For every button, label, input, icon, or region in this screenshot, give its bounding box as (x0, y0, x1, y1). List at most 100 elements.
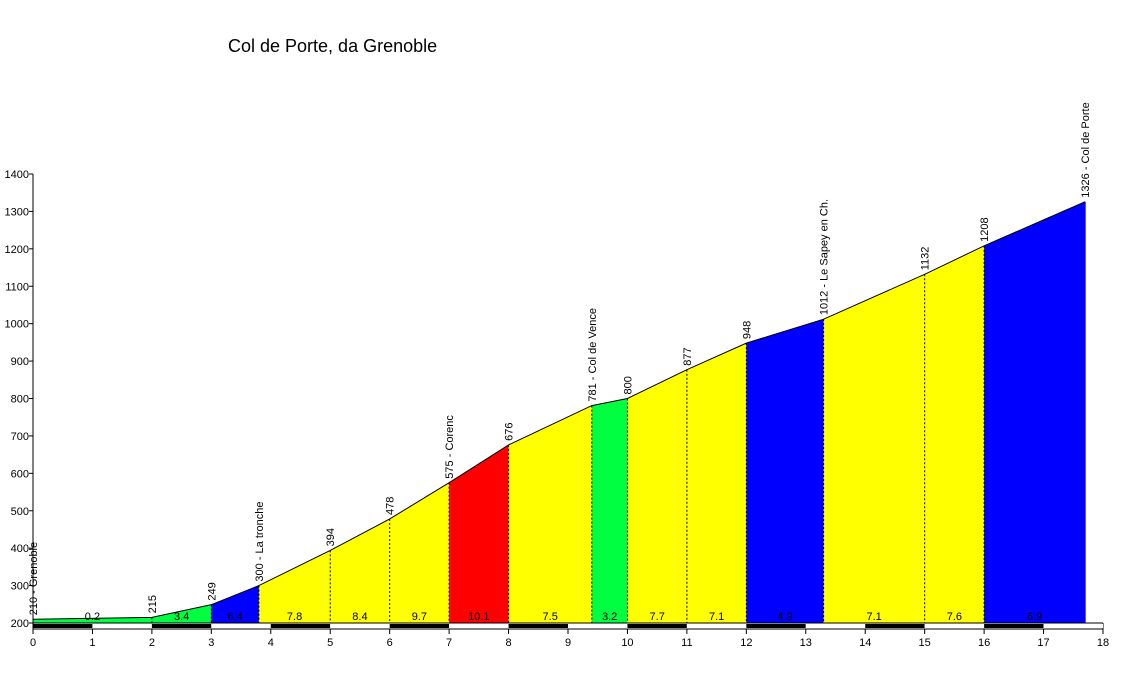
gradient-label-10: 7.1 (709, 611, 724, 623)
point-label-2: 249 (206, 582, 218, 600)
km-block-9 (568, 624, 628, 628)
x-tick-label-0: 0 (30, 637, 36, 649)
y-tick-label-700: 700 (11, 431, 29, 443)
gradient-label-13: 7.6 (947, 611, 962, 623)
km-block-1 (92, 624, 152, 628)
gradient-label-3: 7.8 (287, 611, 302, 623)
y-tick-label-1400: 1400 (5, 169, 29, 181)
x-tick-label-4: 4 (268, 637, 274, 649)
km-block-14 (865, 624, 925, 628)
x-tick-label-11: 11 (681, 637, 692, 649)
x-tick-label-7: 7 (446, 637, 452, 649)
point-label-15: 1326 - Col de Porte (1080, 102, 1092, 197)
segment-area-14 (984, 201, 1086, 623)
x-tick-label-2: 2 (149, 637, 155, 649)
point-label-8: 781 - Col de Vence (587, 308, 599, 402)
km-block-12 (746, 624, 806, 628)
km-block-5 (330, 624, 390, 628)
segment-area-10 (686, 343, 747, 623)
gradient-label-6: 10.1 (468, 611, 489, 623)
segment-area-8 (591, 398, 628, 623)
y-tick-label-1200: 1200 (5, 244, 29, 256)
x-tick-label-16: 16 (978, 637, 990, 649)
km-block-17 (1043, 624, 1103, 628)
y-tick-label-900: 900 (11, 356, 29, 368)
point-label-14: 1208 (979, 217, 991, 241)
point-label-12: 1012 - Le Sapey en Ch. (819, 199, 831, 315)
segment-area-7 (508, 405, 592, 623)
segment-area-12 (823, 274, 925, 623)
y-tick-label-400: 400 (11, 543, 29, 555)
point-labels: 210 - Grenoble 215 249 300 - La tronche 394 4… (28, 102, 1092, 615)
km-block-0 (33, 624, 93, 628)
segment-area-2 (211, 585, 259, 623)
gradient-labels: 0.2 3.4 6.4 7.8 8.4 9.7 10.1 7.5 3.2 7.7 7.1 4.9 7.1… (85, 611, 1042, 623)
point-label-5: 478 (385, 497, 397, 515)
x-tick-label-5: 5 (327, 637, 333, 649)
km-block-8 (508, 624, 568, 628)
y-tick-label-600: 600 (11, 468, 29, 480)
x-tick-label-13: 13 (800, 637, 812, 649)
x-tick-label-12: 12 (740, 637, 752, 649)
km-block-16 (984, 624, 1044, 628)
segment-area-1 (151, 604, 212, 623)
point-label-0: 210 - Grenoble (28, 542, 40, 615)
gradient-label-2: 6.4 (227, 611, 242, 623)
gradient-label-9: 7.7 (650, 611, 665, 623)
gradient-label-0: 0.2 (85, 611, 100, 623)
segment-area-5 (389, 482, 450, 623)
point-label-13: 1132 (920, 247, 932, 271)
x-tick-label-17: 17 (1037, 637, 1049, 649)
point-label-11: 948 (741, 321, 753, 339)
point-label-6: 575 - Corenc (444, 415, 456, 479)
gradient-label-8: 3.2 (602, 611, 617, 623)
km-block-7 (449, 624, 509, 628)
profile-polyline (32, 201, 1086, 620)
x-tick-label-3: 3 (208, 637, 214, 649)
gradient-label-11: 4.9 (777, 611, 792, 623)
point-label-10: 877 (682, 347, 694, 365)
y-tick-label-1300: 1300 (5, 206, 29, 218)
x-tick-label-1: 1 (89, 637, 95, 649)
gradient-label-5: 9.7 (412, 611, 427, 623)
y-tick-label-300: 300 (11, 581, 29, 593)
x-tick-label-18: 18 (1097, 637, 1109, 649)
x-tick-label-8: 8 (505, 637, 511, 649)
point-label-7: 676 (504, 423, 516, 441)
segment-area-3 (258, 550, 331, 623)
y-tick-label-1000: 1000 (5, 319, 29, 331)
x-tick-label-14: 14 (859, 637, 871, 649)
segment-area-11 (746, 319, 824, 623)
segment-area-4 (330, 518, 390, 623)
point-label-1: 215 (147, 595, 159, 613)
profile-line (32, 201, 1086, 620)
kilometer-bar (33, 624, 1103, 628)
km-block-2 (151, 624, 212, 628)
segment-area-13 (924, 245, 985, 623)
gradient-label-4: 8.4 (352, 611, 367, 623)
y-tick-label-200: 200 (11, 618, 29, 630)
km-block-4 (270, 624, 331, 628)
km-block-10 (627, 624, 687, 628)
km-block-3 (211, 624, 271, 628)
km-block-13 (805, 624, 866, 628)
km-block-6 (389, 624, 450, 628)
y-tick-label-500: 500 (11, 506, 29, 518)
segment-dividers (151, 201, 1086, 623)
chart-title: Col de Porte, da Grenoble (228, 36, 437, 56)
km-block-11 (686, 624, 747, 628)
point-label-9: 800 (622, 376, 634, 394)
gradient-label-12: 7.1 (866, 611, 881, 623)
y-tick-label-1100: 1100 (5, 281, 29, 293)
axes: 2003004005006007008009001000110012001300… (5, 169, 1110, 649)
km-block-15 (924, 624, 985, 628)
gradient-label-7: 7.5 (543, 611, 558, 623)
point-label-3: 300 - La tronche (254, 501, 266, 581)
x-tick-label-15: 15 (919, 637, 931, 649)
x-tick-label-6: 6 (387, 637, 393, 649)
gradient-label-1: 3.4 (174, 611, 189, 623)
segment-area-9 (627, 369, 687, 623)
x-tick-label-10: 10 (621, 637, 633, 649)
gradient-label-14: 6.9 (1027, 611, 1042, 623)
